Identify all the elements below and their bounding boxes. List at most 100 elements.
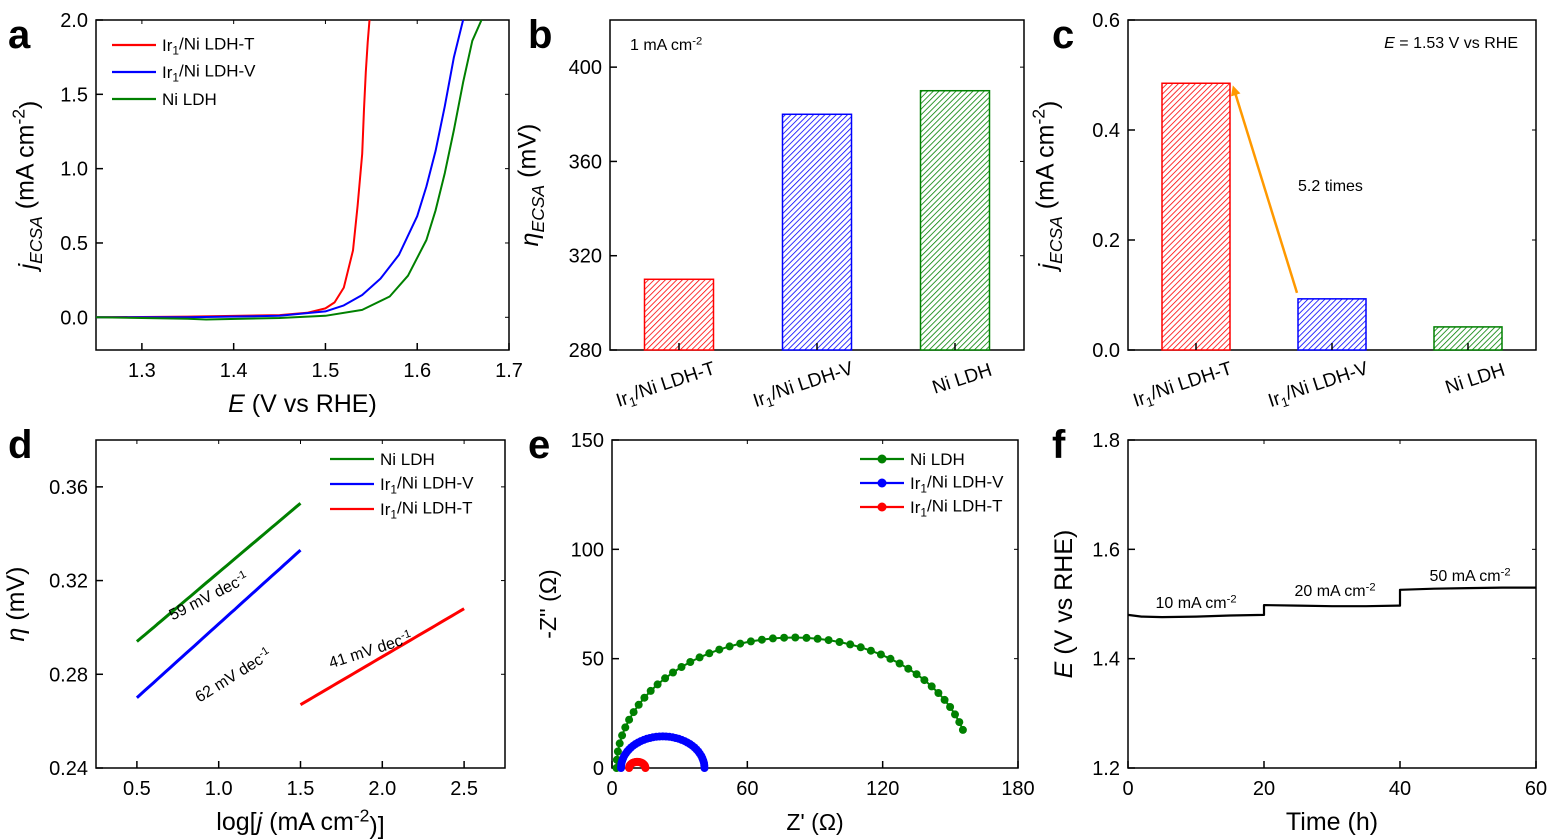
potential-annotation: E = 1.53 V vs RHE (1384, 35, 1518, 52)
legend-marker (877, 478, 887, 488)
tafel-line-0 (135, 502, 302, 643)
current-step-label: 20 mA cm-2 (1294, 581, 1375, 600)
nyquist-point-0 (904, 664, 913, 673)
nyquist-point-0 (912, 670, 921, 679)
nyquist-point-0 (940, 695, 949, 704)
y-tick-label: 50 (582, 649, 604, 671)
x-axis-label: Time (h) (1286, 808, 1378, 836)
nyquist-point-0 (629, 708, 638, 717)
y-tick-label: 0.0 (1092, 340, 1120, 362)
panel-label-a: a (8, 13, 31, 57)
stability-line (1127, 586, 1536, 619)
y-axis-label: η (mV) (2, 567, 30, 642)
x-tick-label: 2.5 (450, 778, 478, 800)
y-tick-label: 0.5 (60, 233, 88, 255)
legend-entry: Ni LDH (910, 450, 965, 469)
panel-e-nyquist-chart: 0 50 100 150 0 60 120 180 Ni LDH Ir1/Ni LDH-VIr1/… (535, 430, 1035, 835)
nyquist-point-0 (780, 633, 789, 642)
plot-frame (611, 439, 1019, 769)
nyquist-point-0 (768, 634, 777, 643)
nyquist-point-0 (653, 680, 662, 689)
nyquist-point-0 (934, 689, 943, 697)
nyquist-point-0 (621, 723, 630, 732)
panel-c-current-density-bar-chart: 0.0 0.2 0.4 0.6 Ir1/Ni LDH-T Ir1/Ni LDH-V Ni L… (1029, 10, 1537, 414)
nyquist-point-0 (955, 718, 964, 727)
y-tick-label: 0.36 (49, 477, 88, 499)
nyquist-point-0 (886, 654, 895, 663)
panel-label-d: d (8, 423, 32, 467)
x-tick-label: 180 (1001, 778, 1034, 800)
nyquist-point-0 (646, 686, 655, 695)
category-label: Ir1/Ni LDH-V (750, 358, 857, 414)
nyquist-point-0 (615, 739, 624, 748)
x-tick-label: 60 (1525, 778, 1547, 800)
y-tick-label: 1.4 (1092, 649, 1120, 671)
nyquist-point-0 (705, 649, 714, 658)
legend-entry: Ir1/Ni LDH-T (380, 498, 473, 521)
nyquist-point-0 (686, 658, 695, 666)
nyquist-point-0 (661, 674, 670, 683)
panel-label-b: b (528, 13, 552, 57)
x-tick-label: 1.5 (287, 778, 315, 800)
current-step-label: 10 mA cm-2 (1155, 593, 1236, 612)
y-tick-label: 0.4 (1092, 120, 1120, 142)
nyquist-point-0 (791, 633, 800, 642)
nyquist-point-0 (876, 650, 885, 659)
nyquist-point-0 (802, 633, 811, 642)
tafel-line-1 (135, 548, 302, 699)
y-tick-label: 1.0 (60, 159, 88, 181)
nyquist-point-0 (946, 703, 955, 711)
y-tick-label: 280 (569, 340, 602, 362)
bar-2 (919, 89, 991, 351)
panel-f-stability-chart: 1.2 1.4 1.6 1.8 0 20 40 60 10 mA cm-2 20 mA cm-2 5… (1050, 430, 1547, 836)
y-tick-label: 1.2 (1092, 758, 1120, 780)
series-line-2 (95, 19, 483, 321)
panel-label-e: e (528, 423, 550, 467)
panel-a-lsv-chart: 0.0 0.5 1.0 1.5 2.0 1.3 1.4 1.5 1.6 1.7 Ir1/Ni LDH… (9, 10, 523, 418)
current-step-label: 50 mA cm-2 (1429, 566, 1510, 585)
nyquist-point-0 (927, 682, 936, 691)
category-label: Ni LDH (930, 360, 995, 399)
x-tick-label: 1.7 (495, 360, 523, 382)
condition-annotation: 1 mA cm-2 (630, 35, 702, 54)
x-tick-label: 1.6 (403, 360, 431, 382)
nyquist-point-0 (625, 715, 634, 724)
y-tick-label: 0.32 (49, 571, 88, 593)
tafel-slope-label: 59 mV dec-1 (166, 568, 251, 624)
y-tick-label: 1.5 (60, 84, 88, 106)
nyquist-point-0 (757, 635, 766, 644)
x-tick-label: 1.3 (128, 360, 156, 382)
category-label: Ir1/Ni LDH-T (1130, 358, 1236, 414)
bar-0 (643, 278, 715, 351)
plot-frame (1127, 439, 1537, 769)
nyquist-point-0 (846, 640, 855, 649)
series-line-1 (96, 19, 465, 319)
y-tick-label: 2.0 (60, 10, 88, 32)
ratio-annotation: 5.2 times (1298, 178, 1363, 195)
y-tick-label: 0.2 (1092, 230, 1120, 252)
nyquist-point-0 (715, 645, 724, 654)
legend-entry: Ir1/Ni LDH-V (162, 61, 256, 84)
y-axis-label: ηECSA (mV) (513, 124, 548, 247)
x-tick-label: 60 (736, 778, 758, 800)
nyquist-point-0 (640, 693, 649, 702)
category-label: Ir1/Ni LDH-V (1265, 358, 1372, 414)
x-tick-label: 0.5 (123, 778, 151, 800)
nyquist-point-0 (813, 634, 822, 643)
x-axis-label: log[j (mA cm-2)] (216, 805, 384, 839)
nyquist-point-0 (618, 731, 627, 740)
nyquist-point-0 (835, 638, 844, 646)
nyquist-point-0 (895, 659, 904, 668)
panel-d-tafel-chart: 0.24 0.28 0.32 0.36 0.5 1.0 1.5 2.0 2.5 59 mV dec… (2, 439, 506, 839)
tafel-slope-label: 41 mV dec-1 (326, 628, 414, 672)
plot-frame (95, 19, 510, 351)
panel-label-f: f (1052, 423, 1066, 467)
tafel-line-2 (299, 607, 465, 706)
y-tick-label: 100 (571, 539, 604, 561)
x-tick-label: 1.4 (220, 360, 248, 382)
nyquist-point-0 (958, 725, 967, 734)
y-tick-label: 0 (593, 758, 604, 780)
y-tick-label: 400 (569, 57, 602, 79)
nyquist-point-0 (634, 700, 643, 709)
y-tick-label: 1.6 (1092, 539, 1120, 561)
